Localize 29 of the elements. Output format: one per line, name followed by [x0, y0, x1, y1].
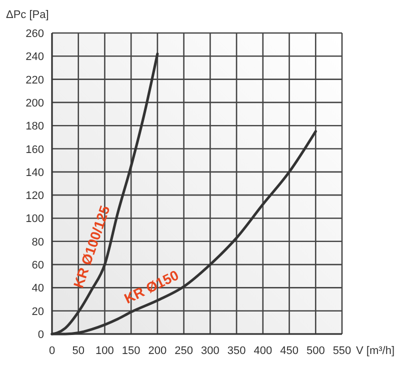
y-tick-label: 100: [26, 213, 44, 226]
x-tick-label: 400: [254, 345, 272, 357]
y-tick-label: 220: [26, 74, 44, 86]
x-axis-title: V [m³/h]: [356, 345, 395, 357]
x-tick-label: 200: [148, 345, 167, 357]
text: KR Ø150: [122, 266, 182, 307]
y-tick-label: 140: [26, 166, 44, 179]
y-tick-label: 160: [26, 144, 44, 156]
x-tick-label: 50: [72, 345, 84, 357]
y-tick-label: 200: [26, 97, 44, 110]
y-tick-label: 40: [32, 282, 44, 295]
x-tick-label: 150: [122, 345, 140, 357]
y-tick-label: 180: [26, 120, 44, 133]
x-tick-label: 350: [227, 345, 246, 357]
x-tick-label: 250: [174, 345, 193, 357]
x-tick-label: 0: [48, 345, 56, 357]
y-tick-label: 240: [26, 51, 44, 64]
y-tick-label: 80: [32, 236, 44, 248]
y-tick-label: 260: [26, 28, 44, 40]
x-tick-label: 100: [96, 345, 114, 357]
y-tick-label: 60: [32, 260, 44, 272]
x-tick-label: 300: [201, 345, 220, 357]
y-tick-label: 0: [38, 329, 44, 341]
y-axis-title: ΔPc [Pa]: [6, 9, 49, 21]
x-tick-label: 550: [332, 345, 352, 357]
y-tick-label: 120: [26, 190, 44, 202]
y-tick-label: 20: [32, 306, 44, 318]
x-tick-label: 500: [306, 345, 325, 357]
x-tick-label: 450: [280, 345, 298, 357]
